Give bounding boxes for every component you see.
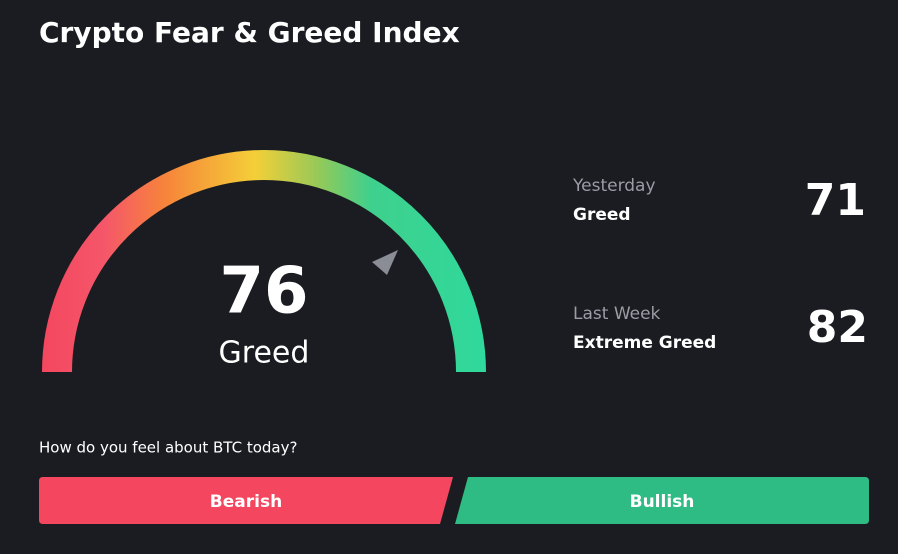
gauge-arc	[42, 150, 486, 373]
bullish-button[interactable]: Bullish	[455, 477, 869, 524]
bearish-button[interactable]: Bearish	[39, 477, 453, 524]
history-label: Greed	[573, 205, 631, 225]
gauge-label: Greed	[219, 336, 310, 371]
button-label: Bearish	[210, 492, 282, 512]
button-bg	[455, 477, 869, 524]
button-label: Bullish	[630, 492, 695, 512]
title: Crypto Fear & Greed Index	[39, 16, 460, 49]
history-value: 82	[807, 302, 868, 353]
gauge-pointer	[372, 250, 398, 275]
poll-question: How do you feel about BTC today?	[39, 439, 297, 457]
button-bg	[39, 477, 453, 524]
history-period: Yesterday	[572, 176, 656, 196]
gauge-value: 76	[219, 255, 308, 329]
history-label: Extreme Greed	[573, 333, 716, 353]
history-period: Last Week	[573, 304, 661, 324]
history-value: 71	[805, 175, 866, 226]
